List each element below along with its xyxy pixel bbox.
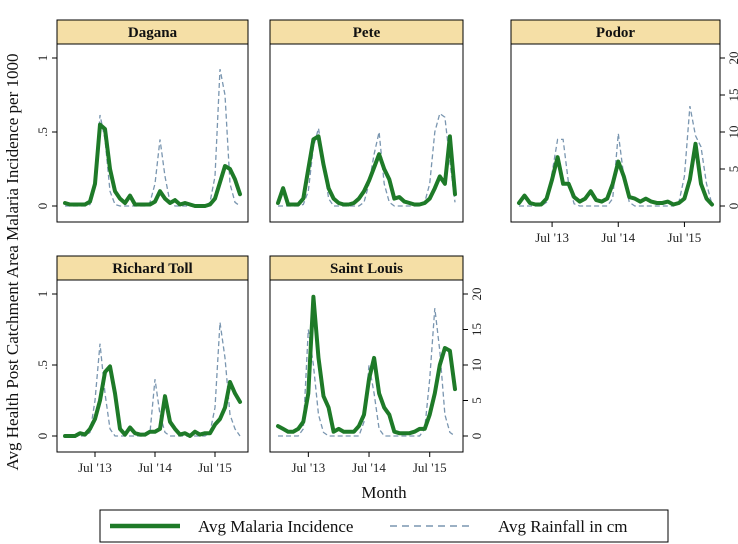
x-tick-label: Jul '15 [413, 460, 447, 475]
panel-title: Podor [596, 25, 636, 41]
x-tick-label: Jul '13 [78, 460, 112, 475]
y-right-tick-label: 15 [726, 89, 738, 102]
panel-title: Dagana [128, 25, 178, 41]
incidence-series-line [276, 134, 457, 207]
incidence-series-line [517, 141, 714, 207]
panel-podor: Podor 0 5 10 15 20 Jul '13 Jul '14 Jul '15 [510, 19, 738, 245]
y-left-tick-label: 0 [35, 203, 50, 210]
incidence-series-line [276, 294, 457, 436]
x-tick-label: Jul '15 [198, 460, 232, 475]
legend-rainfall-label: Avg Rainfall in cm [498, 517, 628, 536]
legend-box [99, 509, 669, 543]
x-tick-label: Jul '13 [291, 460, 325, 475]
y-right-tick-label: 15 [469, 323, 484, 336]
x-tick-label: Jul '14 [138, 460, 172, 475]
panel-pete: Pete [269, 19, 464, 223]
y-right-tick-label: 0 [726, 203, 738, 210]
incidence-series-line [63, 122, 242, 208]
y-left-tick-label: 1 [35, 55, 50, 62]
panel-title: Saint Louis [330, 261, 403, 277]
x-tick-label: Jul '13 [535, 230, 569, 245]
rainfall-series-line [278, 112, 456, 207]
x-tick-label: Jul '15 [668, 230, 702, 245]
rainfall-series-line [65, 322, 241, 437]
x-axis-label: Month [361, 483, 407, 502]
x-tick-label: Jul '14 [352, 460, 386, 475]
y-right-tick-label: 10 [469, 359, 484, 372]
y-axis-label: Avg Health Post Catchment Area Malaria I… [3, 54, 22, 471]
panel-title: Pete [353, 25, 381, 41]
legend: Avg Malaria Incidence Avg Rainfall in cm [99, 509, 669, 543]
incidence-series-line [63, 364, 242, 438]
y-right-tick-label: 20 [469, 288, 484, 301]
y-left-tick-label: 0 [35, 433, 50, 440]
y-right-tick-label: 10 [726, 126, 738, 139]
panel-title-strip [56, 19, 249, 45]
y-right-tick-label: 0 [469, 433, 484, 440]
plot-area [56, 279, 249, 453]
panel-title-strip [269, 19, 464, 45]
panel-title: Richard Toll [112, 261, 192, 277]
x-tick-label: Jul '14 [601, 230, 635, 245]
panel-dagana: Dagana 0 .5 1 [35, 19, 249, 223]
plot-area [510, 43, 721, 223]
y-left-tick-label: .5 [35, 127, 50, 137]
y-left-tick-label: .5 [35, 360, 50, 370]
panel-title-strip [56, 255, 249, 281]
panel-title-strip [269, 255, 464, 281]
panel-saint-louis: Saint Louis 0 5 10 15 20 Jul '13 Jul '14 Jul '15 [269, 255, 484, 475]
y-right-tick-label: 5 [726, 166, 738, 173]
panel-title-strip [510, 19, 721, 45]
panel-richard-toll: Richard Toll 0 .5 1 Jul '13 Jul '14 Jul '15 [35, 255, 249, 475]
y-right-tick-label: 20 [726, 52, 738, 65]
legend-incidence-label: Avg Malaria Incidence [198, 517, 353, 536]
y-left-tick-label: 1 [35, 291, 50, 298]
y-right-tick-label: 5 [469, 397, 484, 404]
